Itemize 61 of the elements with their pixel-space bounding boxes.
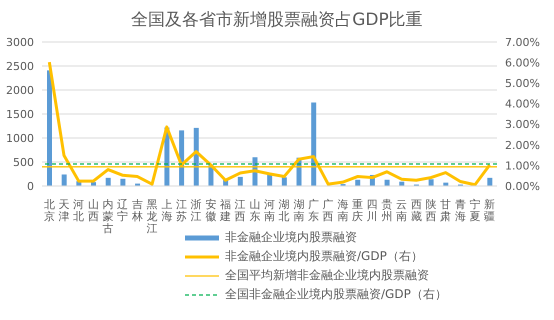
y-tick-label: 0 [27, 180, 34, 193]
y-tick-label: 500 [13, 156, 34, 169]
y2-tick-label: 6.00% [505, 56, 540, 70]
bar [487, 178, 492, 186]
legend-label: 非金融企业境内股票融资/GDP（右） [225, 248, 423, 265]
y-tick-label: 1000 [6, 132, 34, 145]
x-tick-label: 内蒙古 [102, 198, 114, 235]
y-tick-label: 1500 [6, 108, 34, 121]
y-tick-label: 2500 [6, 60, 34, 73]
x-tick-label: 上海 [161, 198, 172, 223]
bar [62, 174, 67, 186]
y2-tick-label: 0.00% [505, 180, 540, 193]
x-tick-label: 陕西 [425, 198, 436, 223]
y2-tick-label: 7.00% [505, 36, 540, 49]
x-tick-label: 宁夏 [469, 198, 480, 223]
x-tick-label: 天津 [58, 198, 70, 223]
legend-label: 非金融企业境内股票融资 [225, 229, 357, 246]
x-tick-label: 河北 [73, 198, 84, 223]
y2-tick-label: 1.00% [505, 159, 540, 172]
x-tick-label: 北京 [44, 198, 55, 223]
x-tick-label: 重庆 [352, 198, 364, 223]
x-tick-label: 山西 [88, 198, 99, 223]
x-tick-label: 新疆 [484, 198, 496, 223]
bar [106, 178, 111, 186]
x-tick-label: 四川 [366, 198, 378, 223]
x-tick-label: 湖北 [278, 198, 290, 223]
y2-tick-label: 3.00% [505, 118, 540, 132]
chart-title: 全国及各省市新增股票融资占GDP比重 [130, 9, 424, 32]
x-tick-label: 甘肃 [440, 198, 452, 223]
bar [428, 179, 434, 186]
bar [282, 177, 287, 186]
bar [443, 182, 448, 186]
bar [47, 70, 52, 186]
x-tick-label: 湖南 [293, 198, 304, 223]
x-tick-label: 广东 [308, 198, 320, 223]
x-tick-label: 吉林 [130, 198, 143, 223]
x-tick-label: 河南 [264, 198, 275, 223]
x-tick-label: 辽宁 [117, 198, 128, 223]
x-tick-label: 海南 [337, 198, 348, 223]
bar [399, 182, 404, 186]
x-tick-label: 贵州 [381, 198, 392, 223]
x-tick-label: 云南 [396, 198, 408, 223]
y-tick-label: 2000 [6, 84, 34, 97]
y2-tick-label: 4.00% [505, 98, 540, 111]
x-tick-label: 西藏 [410, 198, 422, 223]
x-tick-label: 安徽 [205, 198, 216, 223]
y-tick-label: 3000 [6, 36, 34, 49]
x-tick-label: 青海 [454, 198, 466, 223]
y2-tick-label: 2.00% [505, 138, 540, 152]
x-tick-label: 江苏 [176, 198, 187, 223]
x-tick-label: 江西 [234, 198, 246, 223]
bar [120, 178, 126, 186]
x-tick-label: 山东 [249, 198, 260, 223]
x-tick-label: 浙江 [190, 198, 202, 223]
legend-label: 全国非金融企业境内股票融资/GDP（右） [225, 286, 447, 303]
x-tick-label: 广西 [322, 198, 334, 223]
x-tick-label: 福建 [218, 198, 231, 223]
y2-tick-label: 5.00% [505, 77, 540, 90]
bar [238, 176, 243, 186]
x-tick-label: 黑龙江 [146, 198, 158, 235]
legend-label: 全国平均新增非金融企业境内股票融资 [225, 267, 429, 284]
